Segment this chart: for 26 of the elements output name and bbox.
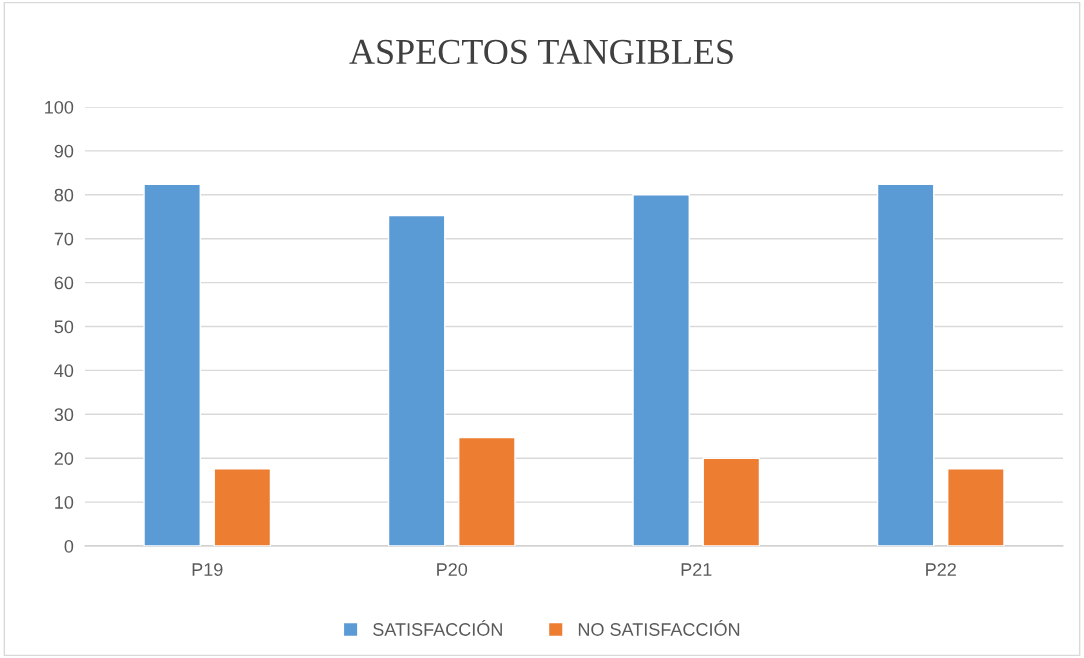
chart-title: ASPECTOS TANGIBLES bbox=[349, 39, 733, 65]
y-tick-label: 0 bbox=[64, 539, 74, 553]
legend-label: SATISFACCIÓN bbox=[373, 620, 502, 636]
bar bbox=[876, 183, 935, 546]
x-tick-label: P20 bbox=[437, 563, 468, 576]
x-tick-label: P19 bbox=[192, 563, 223, 576]
legend-label: NO SATISFACCIÓN bbox=[578, 620, 740, 636]
y-tick-label: 70 bbox=[54, 232, 74, 246]
bar bbox=[213, 468, 272, 546]
bar bbox=[387, 214, 446, 546]
y-tick-label: 30 bbox=[54, 408, 74, 422]
y-tick-label: 60 bbox=[54, 276, 74, 290]
y-tick-label: 80 bbox=[54, 188, 74, 202]
y-tick-label: 90 bbox=[54, 144, 74, 158]
y-tick-label: 10 bbox=[55, 496, 74, 509]
bar bbox=[632, 194, 690, 546]
x-tick-label: P22 bbox=[926, 563, 956, 576]
bar bbox=[947, 468, 1005, 546]
y-tick-label: 50 bbox=[54, 320, 74, 334]
bar bbox=[143, 183, 201, 546]
bar bbox=[702, 457, 761, 546]
y-tick-label: 100 bbox=[45, 100, 74, 114]
y-tick-label: 40 bbox=[54, 364, 74, 378]
bar bbox=[458, 436, 516, 546]
y-tick-label: 20 bbox=[54, 452, 74, 465]
x-tick-label: P21 bbox=[681, 563, 712, 576]
